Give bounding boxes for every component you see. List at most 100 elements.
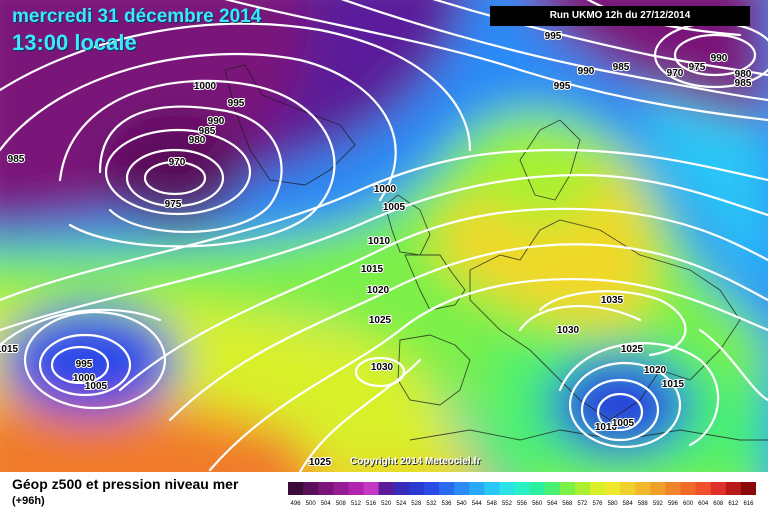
scale-swatch — [484, 482, 500, 495]
forecast-local-time: 13:00 locale — [12, 30, 137, 55]
isobar-label: 1015 — [361, 264, 384, 275]
isobar-label: 1000 — [73, 373, 96, 384]
isobar-label: 980 — [189, 135, 206, 146]
scale-tick-label: 584 — [623, 501, 634, 507]
isobar-label: 1020 — [644, 365, 667, 376]
scale-tick-label: 524 — [396, 501, 407, 507]
isobar-label: 1015 — [0, 344, 19, 355]
scale-tick-label: 596 — [668, 501, 679, 507]
isobar-label: 980 — [735, 69, 752, 80]
scale-swatch — [725, 482, 742, 495]
scale-swatch — [408, 482, 425, 495]
scale-swatch — [605, 482, 621, 495]
isobar-label: 1020 — [367, 285, 390, 296]
isobar-label: 995 — [545, 31, 562, 42]
scale-swatch — [635, 482, 651, 495]
scale-swatch — [680, 482, 697, 495]
scale-tick-label: 600 — [683, 501, 694, 507]
scale-tick-label: 608 — [713, 501, 724, 507]
isobar-label: 995 — [228, 98, 245, 109]
product-title: Géop z500 et pression niveau mer — [12, 476, 239, 492]
scale-tick-label: 512 — [351, 501, 362, 507]
isobar-label: 975 — [689, 62, 706, 73]
isobar-label: 985 — [613, 62, 630, 73]
isobar-label: 1030 — [371, 362, 394, 373]
isobar-label: 990 — [711, 53, 728, 64]
coastline-outlines — [224, 64, 768, 441]
isobar-label: 1030 — [557, 325, 580, 336]
isobar-label: 970 — [667, 68, 684, 79]
scale-swatch — [348, 482, 364, 495]
scale-swatch — [665, 482, 682, 495]
forecast-lead-time: (+96h) — [12, 495, 45, 507]
isobar-label: 985 — [735, 78, 752, 89]
isobar-label: 985 — [8, 154, 25, 165]
scale-tick-label: 568 — [562, 501, 573, 507]
isobar-label: 1000 — [194, 81, 217, 92]
scale-swatch — [363, 482, 380, 495]
scale-tick-label: 576 — [592, 501, 603, 507]
isobar-label: 1005 — [612, 418, 635, 429]
scale-tick-label: 612 — [728, 501, 739, 507]
scale-swatch — [650, 482, 666, 495]
isobar-label: 975 — [165, 199, 182, 210]
forecast-date: mercredi 31 décembre 2014 — [12, 6, 262, 27]
isobar-label: 1005 — [383, 202, 406, 213]
scale-swatch — [574, 482, 591, 495]
scale-tick-label: 520 — [381, 501, 392, 507]
scale-tick-label: 496 — [291, 501, 302, 507]
scale-swatch — [499, 482, 515, 495]
scale-tick-label: 564 — [547, 501, 558, 507]
isobar-label: 990 — [208, 116, 225, 127]
scale-swatch — [559, 482, 576, 495]
scale-tick-label: 528 — [411, 501, 422, 507]
isobar-label: 990 — [578, 66, 595, 77]
copyright-notice: Copyright 2014 Meteociel.fr — [350, 456, 481, 467]
scale-tick-label: 544 — [472, 501, 483, 507]
geopotential-color-scale: 496 500 504 508 512 516 520 524 528 532 536 540 544 5… — [288, 482, 756, 507]
scale-tick-label: 548 — [487, 501, 498, 507]
scale-swatch — [589, 482, 606, 495]
scale-swatch — [620, 482, 636, 495]
isobar-label: 1010 — [368, 236, 391, 247]
scale-tick-label: 552 — [502, 501, 513, 507]
scale-swatch — [695, 482, 712, 495]
scale-swatch — [393, 482, 410, 495]
scale-tick-label: 504 — [321, 501, 332, 507]
isobar-label: 1025 — [621, 344, 644, 355]
scale-swatch — [454, 482, 470, 495]
isobar-label: 1015 — [662, 379, 685, 390]
scale-swatch — [333, 482, 349, 495]
scale-swatch — [438, 482, 455, 495]
scale-tick-label: 592 — [653, 501, 664, 507]
isobar-label: 995 — [76, 359, 93, 370]
legend-footer: Géop z500 et pression niveau mer (+96h) … — [0, 472, 768, 512]
scale-tick-label: 556 — [517, 501, 528, 507]
scale-tick-label: 532 — [426, 501, 437, 507]
isobar-label: 970 — [169, 157, 186, 168]
isobar-label: 1010 — [595, 422, 618, 433]
scale-swatch — [288, 482, 304, 495]
scale-tick-label: 508 — [336, 501, 347, 507]
scale-swatch — [544, 482, 561, 495]
isobar-label: 1000 — [374, 184, 397, 195]
isobar-label: 1025 — [369, 315, 392, 326]
scale-swatch — [514, 482, 531, 495]
model-run-label: Run UKMO 12h du 27/12/2014 — [490, 6, 750, 26]
scale-swatch — [318, 482, 334, 495]
isobar-label: 985 — [199, 126, 216, 137]
scale-tick-label: 572 — [577, 501, 588, 507]
scale-swatch — [529, 482, 546, 495]
scale-tick-label: 604 — [698, 501, 709, 507]
isobar-label: 1025 — [309, 457, 332, 468]
scale-tick-label: 560 — [532, 501, 543, 507]
isobar-label: 1005 — [85, 381, 108, 392]
scale-swatch — [303, 482, 319, 495]
scale-swatch — [423, 482, 440, 495]
scale-swatch — [710, 482, 727, 495]
isobar-label: 995 — [554, 81, 571, 92]
scale-swatch — [469, 482, 485, 495]
